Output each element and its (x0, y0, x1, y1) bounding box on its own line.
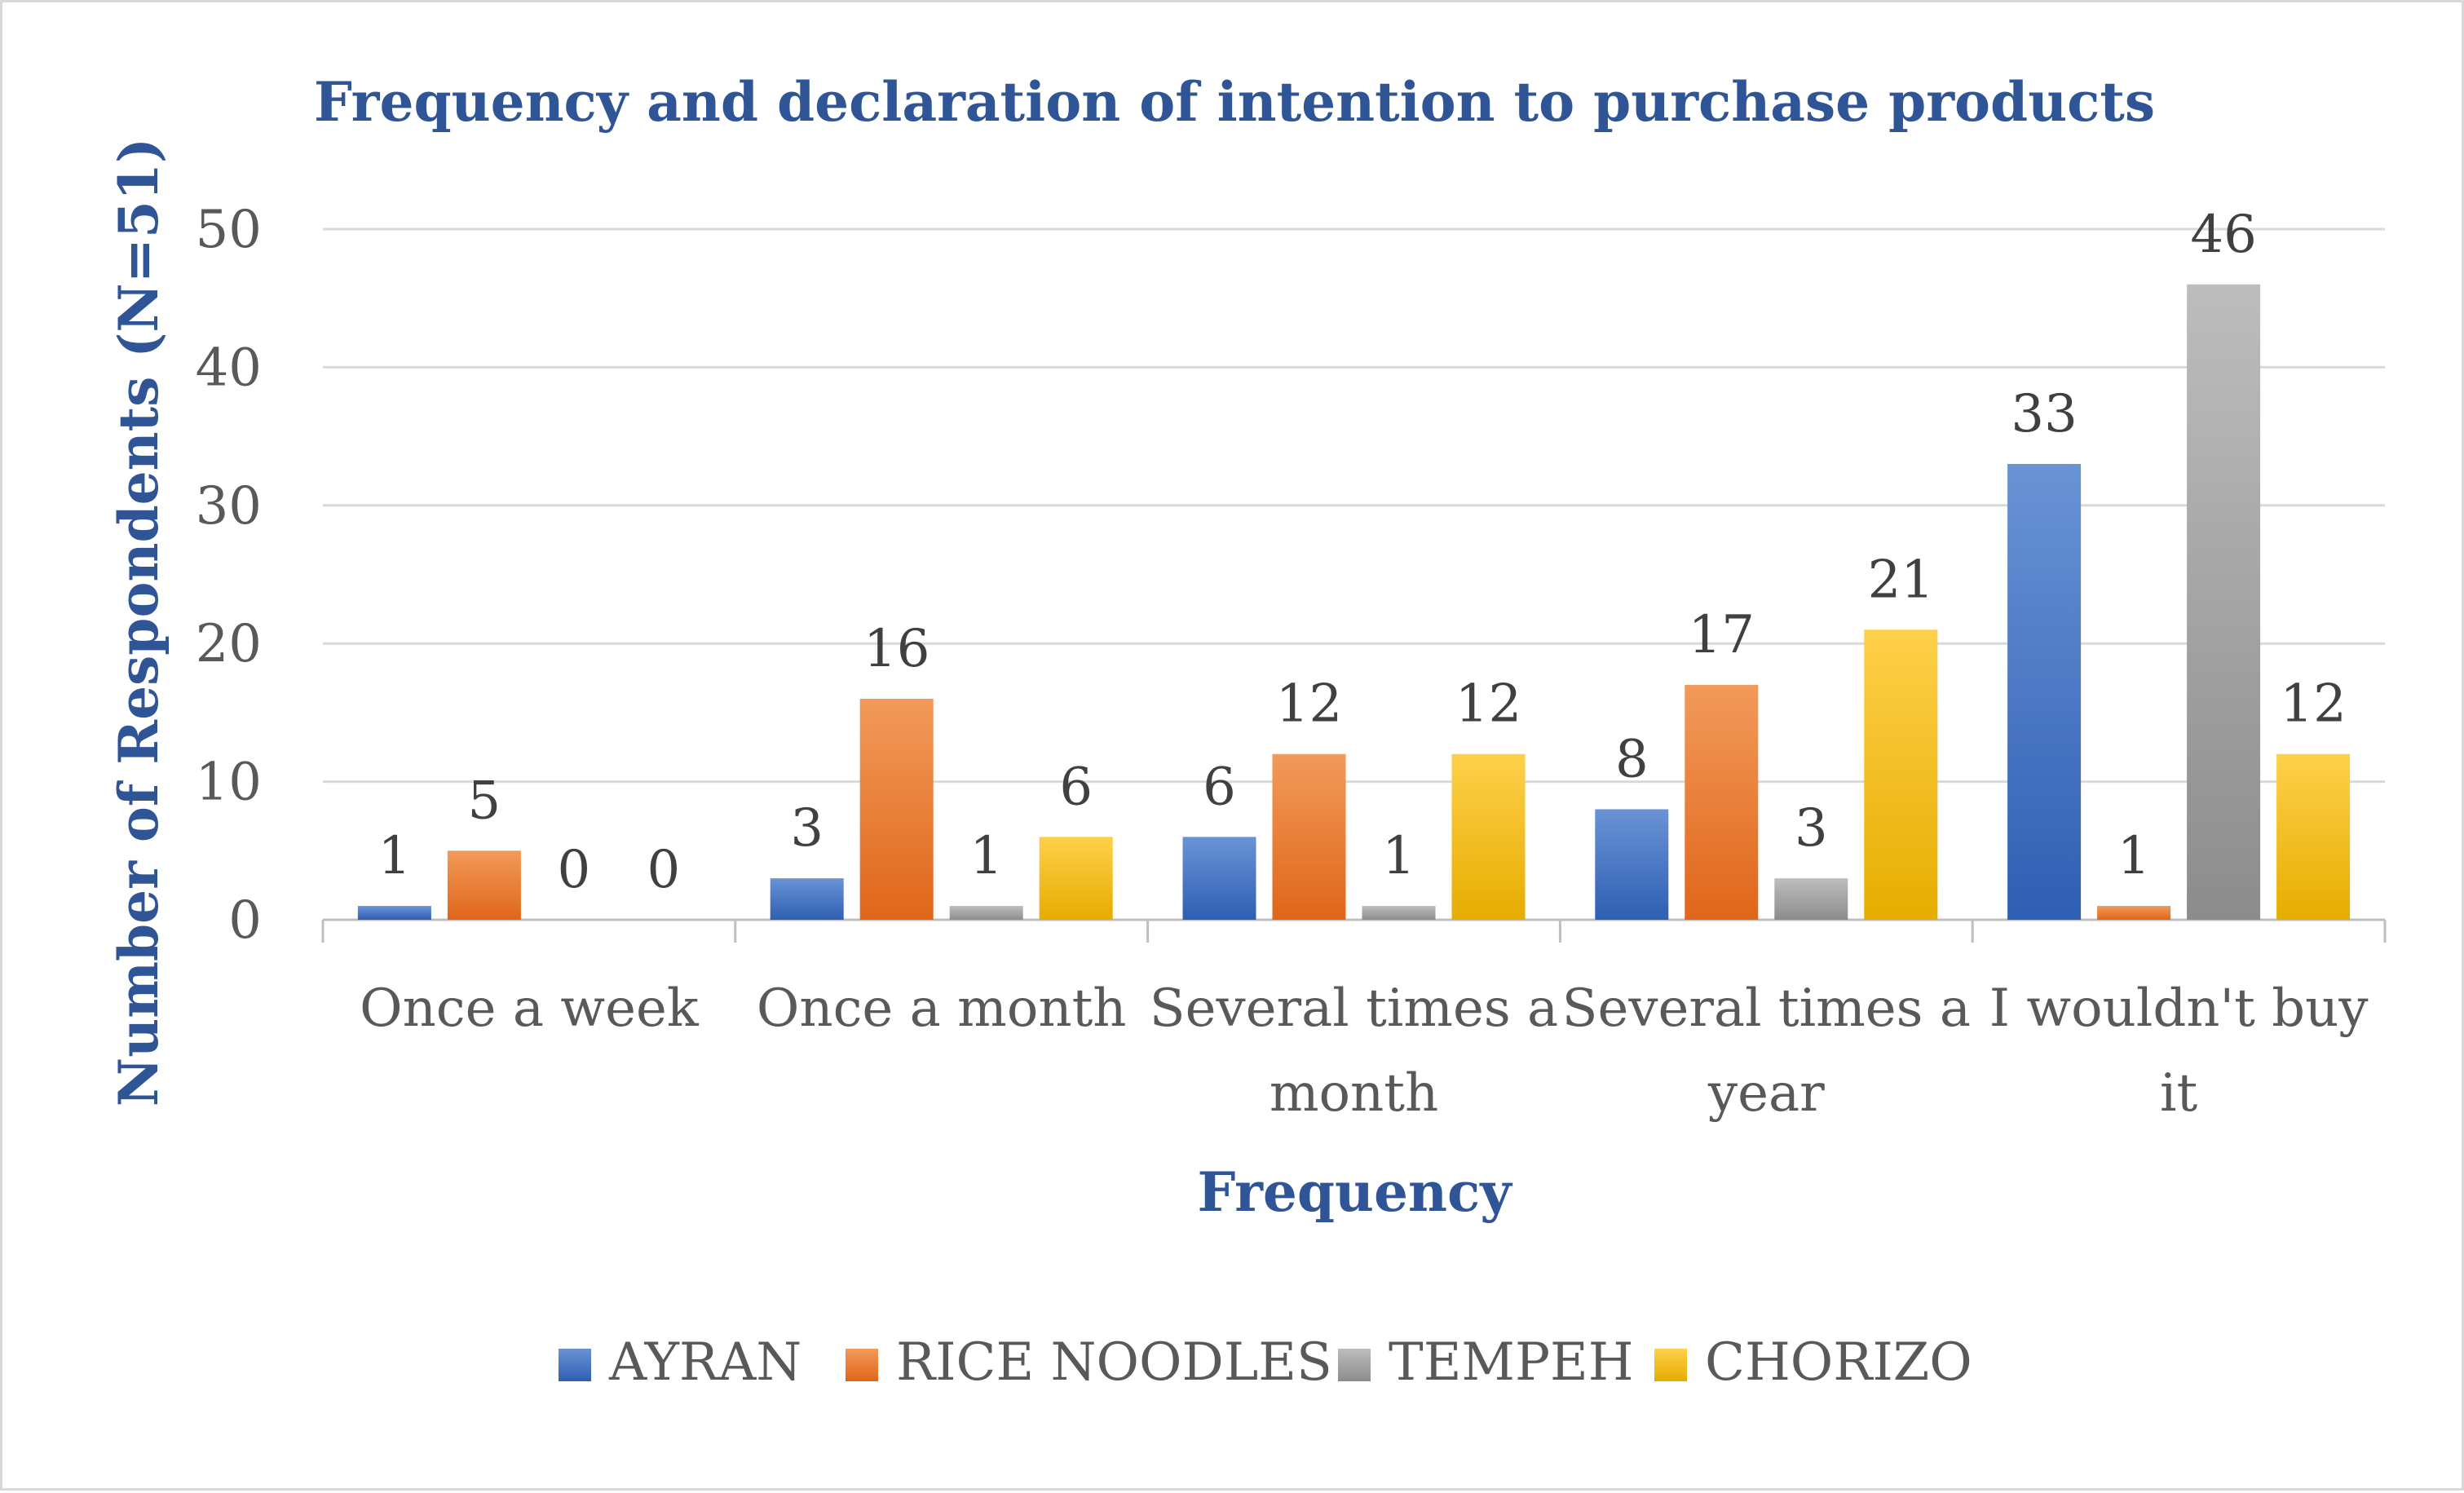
data-label: 1 (1382, 826, 1415, 886)
bar-chorizo (1864, 629, 1938, 920)
data-label: 21 (1868, 550, 1934, 610)
legend-swatch-tempeh (1338, 1349, 1371, 1381)
y-tick-label: 20 (196, 614, 262, 674)
bar-tempeh (2187, 284, 2261, 920)
data-label: 5 (468, 771, 501, 831)
x-tick-label: Several times a (1562, 978, 1971, 1039)
data-label: 12 (2280, 674, 2346, 735)
category-labels: Once a week Once a month Several times a mo… (360, 978, 2368, 1124)
bar-tempeh (1774, 878, 1848, 920)
data-label: 0 (558, 840, 591, 900)
data-label: 12 (1276, 674, 1342, 735)
bar-rice-noodles (1272, 753, 1346, 920)
x-tick-label: Once a month (757, 978, 1127, 1039)
chart-title: Frequency and declaration of intention t… (314, 70, 2155, 134)
bar-chorizo (1451, 753, 1526, 920)
data-label: 3 (790, 798, 824, 859)
x-tick-label: Several times a (1150, 978, 1558, 1039)
bar-tempeh (949, 906, 1023, 920)
x-tick-label: year (1707, 1063, 1825, 1124)
bar-ayran (357, 906, 431, 920)
x-tick-label: month (1270, 1063, 1438, 1124)
data-label: 1 (969, 826, 1003, 886)
data-label: 12 (1455, 674, 1521, 735)
bars (357, 284, 2351, 920)
bar-chorizo (2276, 753, 2351, 920)
data-label: 17 (1689, 605, 1755, 665)
y-tick-label: 30 (196, 476, 262, 537)
y-tick-label: 50 (196, 200, 262, 260)
x-axis-title: Frequency (1197, 1160, 1512, 1224)
bar-ayran (770, 878, 844, 920)
y-tick-label: 0 (228, 890, 262, 951)
data-label: 6 (1203, 757, 1236, 817)
data-label: 0 (647, 840, 681, 900)
legend-swatch-ayran (559, 1349, 591, 1381)
x-tick-label: Once a week (360, 978, 700, 1039)
bar-chorizo (1039, 837, 1113, 920)
y-tick-label: 40 (196, 338, 262, 398)
data-label: 46 (2190, 205, 2256, 265)
data-label: 1 (2117, 826, 2151, 886)
x-tick-label: I wouldn't buy (1989, 978, 2369, 1039)
legend-label: RICE NOODLES (896, 1332, 1332, 1393)
legend-label: TEMPEH (1389, 1332, 1634, 1393)
data-label: 6 (1059, 757, 1093, 817)
bar-ayran (2007, 463, 2082, 920)
legend: AYRAN RICE NOODLES TEMPEH CHORIZO (559, 1332, 1972, 1393)
data-label: 3 (1795, 798, 1828, 859)
y-tick-label: 10 (196, 753, 262, 813)
bar-ayran (1595, 809, 1669, 920)
legend-swatch-rice-noodles (846, 1349, 878, 1381)
bar-rice-noodles (447, 850, 521, 920)
bar-tempeh (1362, 906, 1436, 920)
legend-label: CHORIZO (1705, 1332, 1972, 1393)
bar-rice-noodles (2097, 906, 2171, 920)
legend-label: AYRAN (608, 1332, 801, 1393)
x-tick-label: it (2160, 1063, 2197, 1124)
bar-rice-noodles (1685, 685, 1759, 920)
bar-ayran (1182, 837, 1256, 920)
data-label: 8 (1615, 729, 1649, 789)
data-label: 33 (2011, 384, 2077, 444)
data-label: 16 (863, 619, 930, 679)
y-axis-title: Number of Respondents (N=51) (107, 138, 170, 1106)
bar-rice-noodles (859, 698, 934, 920)
data-label: 1 (378, 826, 412, 886)
legend-swatch-chorizo (1654, 1349, 1687, 1381)
